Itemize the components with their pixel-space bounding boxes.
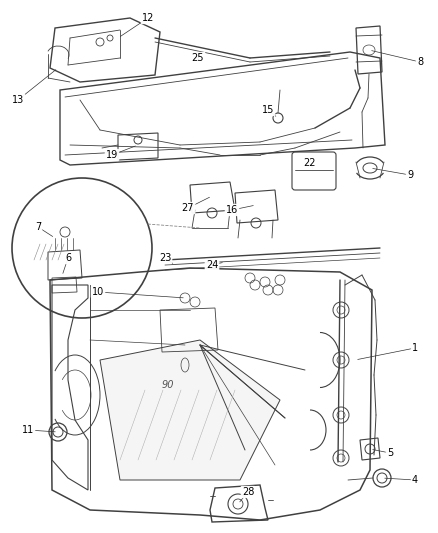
- Text: 22: 22: [304, 158, 316, 168]
- Text: 7: 7: [35, 222, 41, 232]
- Text: 24: 24: [206, 260, 218, 270]
- Text: 4: 4: [412, 475, 418, 485]
- Text: 8: 8: [417, 57, 423, 67]
- Text: 15: 15: [262, 105, 274, 115]
- Text: 13: 13: [12, 95, 24, 105]
- Text: 6: 6: [65, 253, 71, 263]
- Text: 11: 11: [22, 425, 34, 435]
- Text: 1: 1: [412, 343, 418, 353]
- Polygon shape: [100, 340, 280, 480]
- Text: 5: 5: [387, 448, 393, 458]
- Text: 90: 90: [162, 380, 174, 390]
- Text: 9: 9: [407, 170, 413, 180]
- Circle shape: [12, 178, 152, 318]
- Text: 27: 27: [182, 203, 194, 213]
- Text: 23: 23: [159, 253, 171, 263]
- Text: 19: 19: [106, 150, 118, 160]
- Text: 28: 28: [242, 487, 254, 497]
- Text: 16: 16: [226, 205, 238, 215]
- Text: 25: 25: [192, 53, 204, 63]
- Text: 12: 12: [142, 13, 154, 23]
- Text: 10: 10: [92, 287, 104, 297]
